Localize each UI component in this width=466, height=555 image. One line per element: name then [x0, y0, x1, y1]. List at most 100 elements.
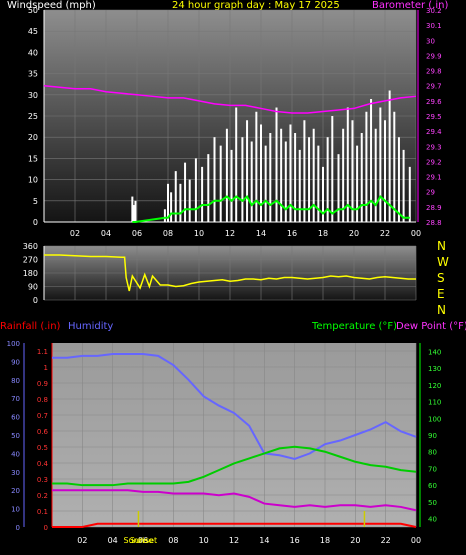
compass-label: S [437, 271, 445, 285]
x-tick-label: 02 [77, 536, 87, 545]
sunrise-label: Sunrise [124, 536, 154, 545]
rain-tick-label: 0.7 [37, 412, 48, 420]
y2-tick-label: 29.5 [426, 113, 442, 121]
rain-tick-label: 0.1 [37, 508, 48, 516]
y-tick-label: 90 [28, 283, 38, 292]
y-tick-label: 15 [28, 154, 38, 163]
humidity-tick-label: 80 [11, 377, 20, 385]
humidity-tick-label: 40 [11, 450, 20, 458]
y-tick-label: 30 [28, 91, 38, 100]
y-tick-label: 5 [33, 197, 38, 206]
rain-tick-label: 0.3 [37, 476, 48, 484]
x-tick-label: 16 [290, 536, 300, 545]
humidity-tick-label: 60 [11, 414, 20, 422]
y2-tick-label: 29.8 [426, 68, 442, 76]
page-title: 24 hour graph day : May 17 2025 [172, 0, 340, 11]
temperature-line [52, 445, 417, 487]
rain-tick-label: 0.2 [37, 492, 48, 500]
rain-tick-label: 0.8 [37, 396, 48, 404]
y-tick-label: 25 [28, 112, 38, 121]
temperature-tick-label: 130 [428, 365, 441, 373]
wind-barometer-chart: 0 5 10 15 20 25 30 35 40 45 50 02 04 06 08 10 12 14 16 18 20… [28, 6, 442, 238]
rainfall-axis-label: Rainfall (.in) [0, 321, 61, 332]
windspeed-axis-label: Windspeed (mph) [7, 0, 96, 11]
y2-tick-label: 30.1 [426, 22, 442, 30]
y2-tick-label: 29.6 [426, 98, 442, 106]
x-tick-label: 18 [320, 536, 330, 545]
y-tick-label: 180 [23, 269, 38, 278]
temperature-tick-label: 90 [428, 432, 437, 440]
y-tick-label: 270 [23, 256, 38, 265]
x-tick-label: 20 [350, 536, 360, 545]
x-tick-label: 04 [108, 536, 118, 545]
x-tick-label: 10 [194, 229, 204, 238]
temperature-tick-label: 100 [428, 415, 441, 423]
x-tick-label: 10 [199, 536, 209, 545]
wind-direction-line [44, 254, 416, 292]
x-tick-label: 00 [411, 536, 421, 545]
humidity-tick-label: 20 [11, 487, 20, 495]
y2-tick-label: 30.2 [426, 7, 442, 15]
y-tick-label: 45 [28, 27, 38, 36]
x-tick-label: 00 [411, 229, 421, 238]
temperature-axis-label: Temperature (°F) [312, 321, 398, 332]
x-tick-label: 02 [70, 229, 80, 238]
x-tick-label: 06 [132, 229, 142, 238]
temperature-tick-label: 40 [428, 516, 437, 524]
wind-direction-chart: 0 90 180 270 360 [23, 242, 417, 305]
rainfall-line [52, 522, 417, 528]
temperature-tick-label: 50 [428, 499, 437, 507]
dewpoint-line [52, 489, 417, 512]
humidity-tick-label: 0 [16, 524, 20, 532]
dewpoint-axis-label: Dew Point (°F) [396, 321, 466, 332]
y2-tick-label: 29 [426, 189, 435, 197]
sunset-label: Sunset [130, 536, 157, 545]
y2-tick-label: 28.9 [426, 204, 442, 212]
humidity-tick-label: 10 [11, 506, 20, 514]
x-tick-label: 16 [287, 229, 297, 238]
x-tick-label: 14 [256, 229, 266, 238]
rain-tick-label: 1 [44, 364, 48, 372]
compass-label: N [437, 303, 446, 317]
y2-tick-label: 29.3 [426, 143, 442, 151]
y-tick-label: 10 [28, 176, 38, 185]
y-tick-label: 360 [23, 242, 38, 251]
y2-tick-label: 29.1 [426, 174, 442, 182]
humidity-tick-label: 100 [7, 340, 20, 348]
y2-tick-label: 30 [426, 37, 435, 45]
x-tick-label: 20 [349, 229, 359, 238]
x-tick-label: 22 [380, 229, 390, 238]
temperature-tick-label: 140 [428, 348, 441, 356]
compass-label: E [437, 287, 445, 301]
temperature-tick-label: 60 [428, 482, 437, 490]
humidity-tick-label: 90 [11, 358, 20, 366]
x-tick-label: 12 [229, 536, 239, 545]
temperature-tick-label: 70 [428, 465, 437, 473]
x-tick-label: 22 [381, 536, 391, 545]
x-tick-label: 14 [259, 536, 269, 545]
y-tick-label: 0 [33, 218, 38, 227]
x-tick-label: 06 [138, 536, 148, 545]
rain-tick-label: 0.9 [37, 380, 48, 388]
compass-label: N [437, 239, 446, 253]
y-tick-label: 50 [28, 6, 38, 15]
y-tick-label: 40 [28, 48, 38, 57]
y-tick-label: 0 [33, 296, 38, 305]
y-tick-label: 35 [28, 70, 38, 79]
humidity-tick-label: 30 [11, 469, 20, 477]
rain-tick-label: 0.6 [37, 428, 49, 436]
x-tick-label: 18 [318, 229, 328, 238]
barometer-line [43, 84, 417, 114]
temperature-tick-label: 110 [428, 399, 441, 407]
y2-tick-label: 29.2 [426, 158, 442, 166]
x-tick-label: 08 [163, 229, 173, 238]
compass-label: W [437, 255, 449, 269]
y2-tick-label: 29.9 [426, 52, 442, 60]
temperature-tick-label: 120 [428, 382, 441, 390]
rain-tick-label: 0.5 [37, 444, 48, 452]
x-tick-label: 04 [101, 229, 111, 238]
y-tick-label: 20 [28, 133, 38, 142]
x-tick-label: 08 [168, 536, 178, 545]
y2-tick-label: 29.4 [426, 128, 442, 136]
x-tick-label: 12 [225, 229, 235, 238]
